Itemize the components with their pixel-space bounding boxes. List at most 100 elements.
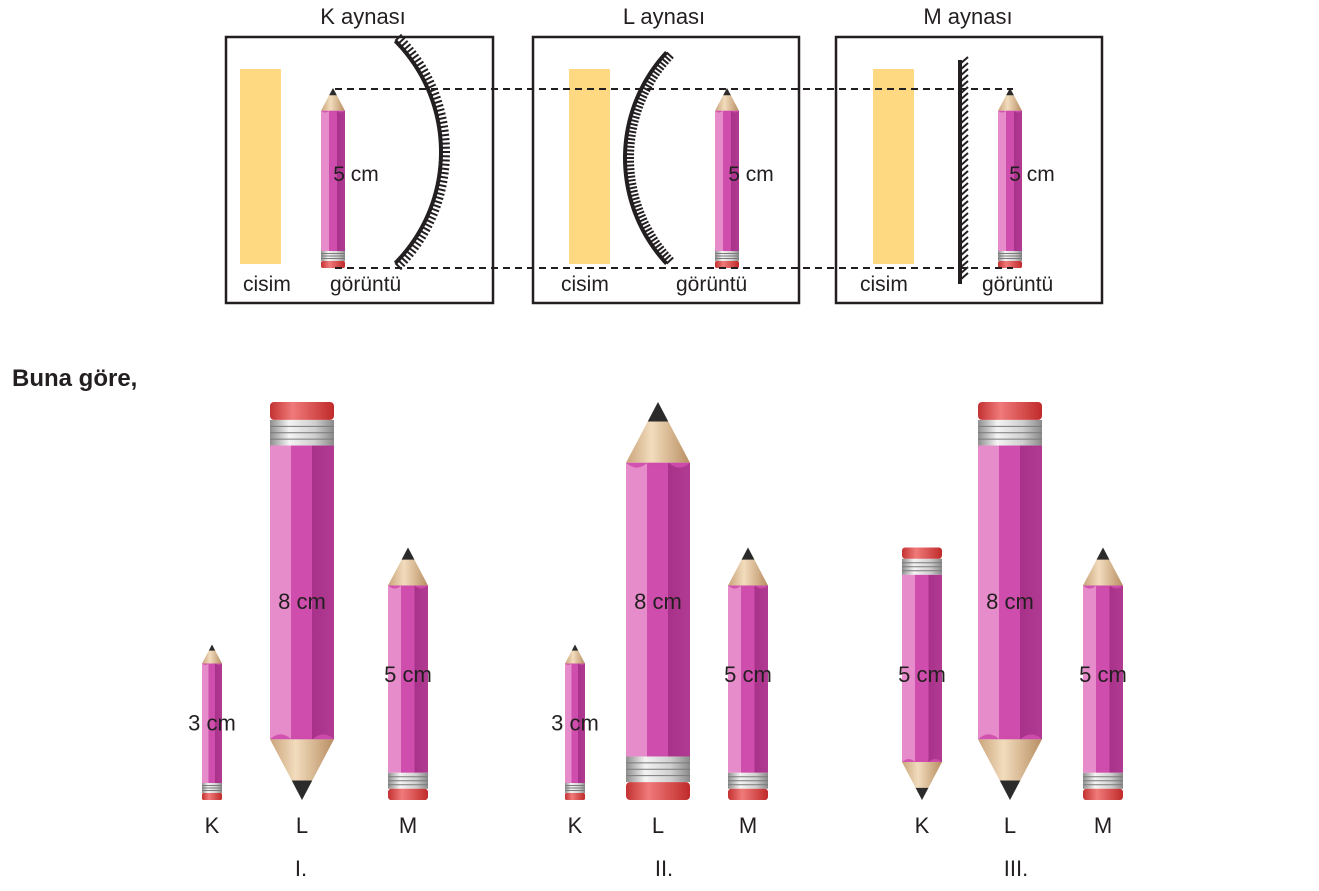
mirror-hatch xyxy=(405,250,414,258)
mirror-hatch xyxy=(665,256,674,265)
option-pencil-icon xyxy=(270,402,334,800)
pencil-lead xyxy=(999,780,1021,800)
image-pencil-icon xyxy=(715,88,739,268)
mirror-hatch xyxy=(641,223,651,230)
mirror-hatch xyxy=(959,248,969,257)
panel-l: L aynası 5 cm cisim görüntü xyxy=(531,4,801,305)
pencil-wood xyxy=(902,762,942,800)
mirror-hatch xyxy=(433,99,443,105)
image-pencil-icon xyxy=(321,88,345,268)
mirror-hatch xyxy=(636,96,646,103)
object-bar xyxy=(569,69,610,264)
mirror-hatch xyxy=(959,146,969,155)
object-label: cisim xyxy=(860,273,908,296)
mirror-hatch xyxy=(437,116,447,121)
mirror-hatch xyxy=(439,171,449,175)
object-bar xyxy=(240,69,281,264)
mirror-hatch xyxy=(627,186,638,190)
pencil-eraser xyxy=(715,261,739,268)
pencil-wood xyxy=(202,644,222,664)
mirror-hatch xyxy=(656,63,665,71)
pencil-eraser xyxy=(202,793,222,800)
pencil-lead xyxy=(647,402,669,422)
mirror-hatch xyxy=(645,79,655,86)
mirror-hatch xyxy=(959,62,969,71)
image-pencil-icon xyxy=(998,88,1022,268)
mirror-hatch xyxy=(408,50,417,58)
mirror-hatch xyxy=(439,129,449,133)
mirror-hatch xyxy=(436,187,446,192)
mirror-hatch xyxy=(423,222,433,229)
pencil-body xyxy=(626,462,690,757)
panel-m: M aynası 5 cm cisim görüntü xyxy=(834,4,1104,305)
pencil-scallop xyxy=(202,663,222,665)
mirror-hatch xyxy=(959,242,969,251)
mirror-hatch xyxy=(636,213,646,220)
mirror-hatch xyxy=(431,95,441,101)
pencil-length-label: 5 cm xyxy=(724,662,772,687)
convex-mirror-icon xyxy=(393,33,450,271)
pencil-wood xyxy=(270,739,334,800)
mirror-hatch xyxy=(627,182,637,186)
mirror-hatch xyxy=(634,207,644,213)
mirror-hatch xyxy=(631,200,641,205)
mirror-hatch xyxy=(402,253,412,261)
mirror-hatch xyxy=(959,56,969,65)
mirror-hatch xyxy=(959,158,969,167)
mirror-hatch xyxy=(959,176,969,185)
mirror-hatch xyxy=(627,130,637,134)
mirror-hatch xyxy=(649,236,659,244)
mirror-hatch xyxy=(959,98,969,107)
pencil-scallop xyxy=(902,759,942,762)
mirror-hatch xyxy=(959,170,969,179)
pencil-body xyxy=(388,585,428,773)
mirror-hatch xyxy=(658,248,667,256)
pencil-lead xyxy=(741,547,755,560)
mirror-hatch xyxy=(437,183,447,188)
pencil-scallop xyxy=(1083,585,1123,589)
mirror-hatch xyxy=(419,229,429,236)
pencil-eraser xyxy=(565,793,585,800)
mirror-hatch xyxy=(625,171,635,175)
concave-mirror-icon xyxy=(622,51,674,265)
pencil-wood xyxy=(978,739,1042,800)
mirror-hatch xyxy=(959,218,969,227)
mirror-hatch xyxy=(627,126,638,130)
mirror-letter-label: K xyxy=(915,813,930,838)
mirror-hatch xyxy=(438,175,449,179)
mirror-hatch xyxy=(419,68,429,75)
pencil-scallop xyxy=(998,110,1022,113)
mirror-hatch xyxy=(959,206,969,215)
panel-frame xyxy=(834,35,1104,305)
pencil-wood xyxy=(388,547,428,586)
image-pencil xyxy=(998,88,1022,268)
mirror-hatch xyxy=(959,104,969,113)
option-numeral: II. xyxy=(655,856,673,881)
image-label: görüntü xyxy=(330,273,401,296)
mirror-hatch xyxy=(440,137,450,141)
mirror-hatch xyxy=(434,103,444,109)
mirror-hatch xyxy=(658,60,667,68)
mirror-hatch xyxy=(428,211,438,217)
answer-options: 3 cm K 8 cm L 5 cm M I. 3 cm K 8 cm L 5 cm M II. 5 cm K… xyxy=(188,402,1127,881)
pencil-lead xyxy=(915,787,929,800)
option-pencil-icon xyxy=(728,547,768,800)
mirror-hatch xyxy=(959,254,969,263)
mirror-hatch xyxy=(417,64,427,71)
pencil-lead xyxy=(291,780,313,800)
pencil-lead xyxy=(723,88,731,96)
mirror-hatch xyxy=(434,195,444,201)
pencil-wood xyxy=(565,644,585,664)
pencil-scallop xyxy=(626,462,690,468)
pencil-body xyxy=(321,110,345,251)
pencil-length-label: 8 cm xyxy=(278,589,326,614)
pencil-length-label: 3 cm xyxy=(188,710,236,735)
pencil-lead xyxy=(1006,88,1014,96)
option-pencil-icon xyxy=(388,547,428,800)
pencil-length-label: 5 cm xyxy=(898,662,946,687)
mirror-letter-label: L xyxy=(296,813,308,838)
pencil-body xyxy=(978,445,1042,740)
mirror-hatch xyxy=(397,259,406,268)
option-pencil-icon xyxy=(978,402,1042,800)
mirror-hatch xyxy=(660,57,669,65)
